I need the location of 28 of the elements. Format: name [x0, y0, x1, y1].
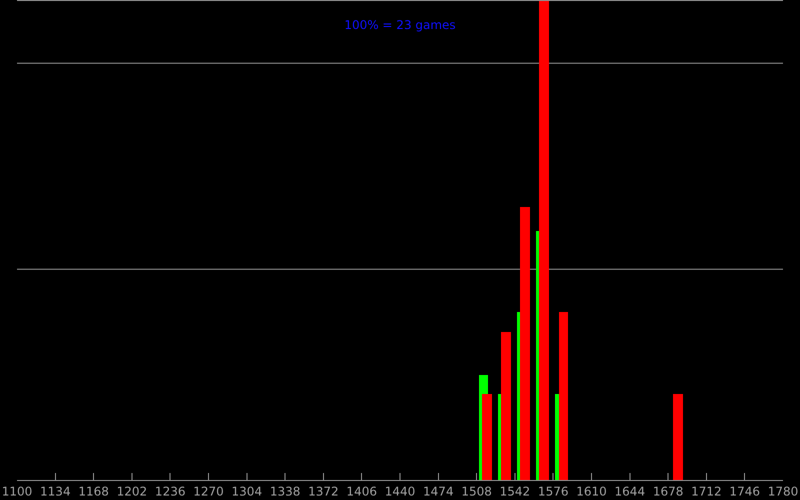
x-tick-label: 1236 — [154, 484, 186, 498]
x-tick-label: 1304 — [232, 484, 262, 498]
x-tick-label: 1678 — [652, 484, 684, 498]
bar — [520, 207, 530, 480]
x-tick-label: 1746 — [729, 484, 760, 498]
x-tick-label: 1202 — [116, 484, 148, 498]
x-tick-label: 1576 — [538, 484, 568, 498]
x-tick-label: 1474 — [423, 484, 454, 498]
bar — [673, 394, 683, 480]
x-tick-label: 1644 — [614, 484, 646, 498]
x-tick-label: 1780 — [768, 484, 798, 498]
x-tick-label: 1168 — [78, 484, 109, 498]
x-tick-label: 1372 — [308, 484, 339, 498]
x-tick-label: 1440 — [384, 484, 416, 498]
bar — [501, 332, 511, 480]
x-tick-label: 1134 — [40, 484, 71, 498]
bar — [539, 1, 549, 480]
x-tick-label: 1338 — [270, 484, 300, 498]
x-tick-label: 1610 — [576, 484, 607, 498]
x-tick-label: 1270 — [193, 484, 224, 498]
bar — [559, 312, 568, 480]
x-tick-label: 1508 — [461, 484, 492, 498]
x-tick-label: 1406 — [346, 484, 377, 498]
text: 100% = 23 games — [344, 18, 456, 32]
x-tick-label: 1100 — [2, 484, 32, 498]
bar — [482, 394, 492, 480]
x-tick-label: 1542 — [500, 484, 530, 498]
x-tick-label: 1712 — [691, 484, 722, 498]
